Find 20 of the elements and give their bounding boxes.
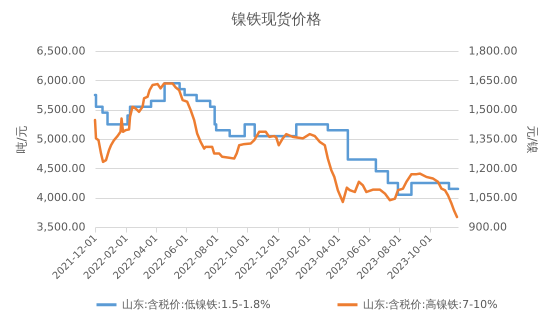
y-tick-label: 6,000.00 — [36, 74, 86, 87]
line-series — [94, 82, 458, 218]
y2-tick-label: 900.00 — [468, 220, 507, 234]
chart-title: 镍铁现货价格 — [230, 10, 322, 28]
y2-axis-title: 元/镍 — [525, 125, 540, 154]
y2-tick-label: 1,200.00 — [468, 162, 518, 175]
y2-tick-label: 1,800.00 — [468, 44, 518, 58]
y-tick-label: 5,500.00 — [36, 103, 86, 116]
y-tick-label: 6,500.00 — [36, 44, 86, 58]
y-tick-label: 5,000.00 — [36, 132, 86, 146]
y2-tick-label: 1,500.00 — [468, 103, 518, 116]
y2-tick-label: 1,050.00 — [468, 191, 518, 204]
y2-tick-label: 1,650.00 — [468, 74, 518, 87]
y-tick-label: 3,500.00 — [36, 220, 86, 234]
y-tick-label: 4,000.00 — [36, 191, 86, 204]
y2-tick-label: 1,350.00 — [468, 132, 518, 146]
legend-label: 山东:含税价:高镍铁:7-10% — [363, 298, 498, 311]
y-tick-label: 4,500.00 — [36, 162, 86, 175]
legend-label: 山东:含税价:低镍铁:1.5-1.8% — [122, 298, 271, 311]
y-axis-title: 吨/元 — [14, 125, 29, 154]
